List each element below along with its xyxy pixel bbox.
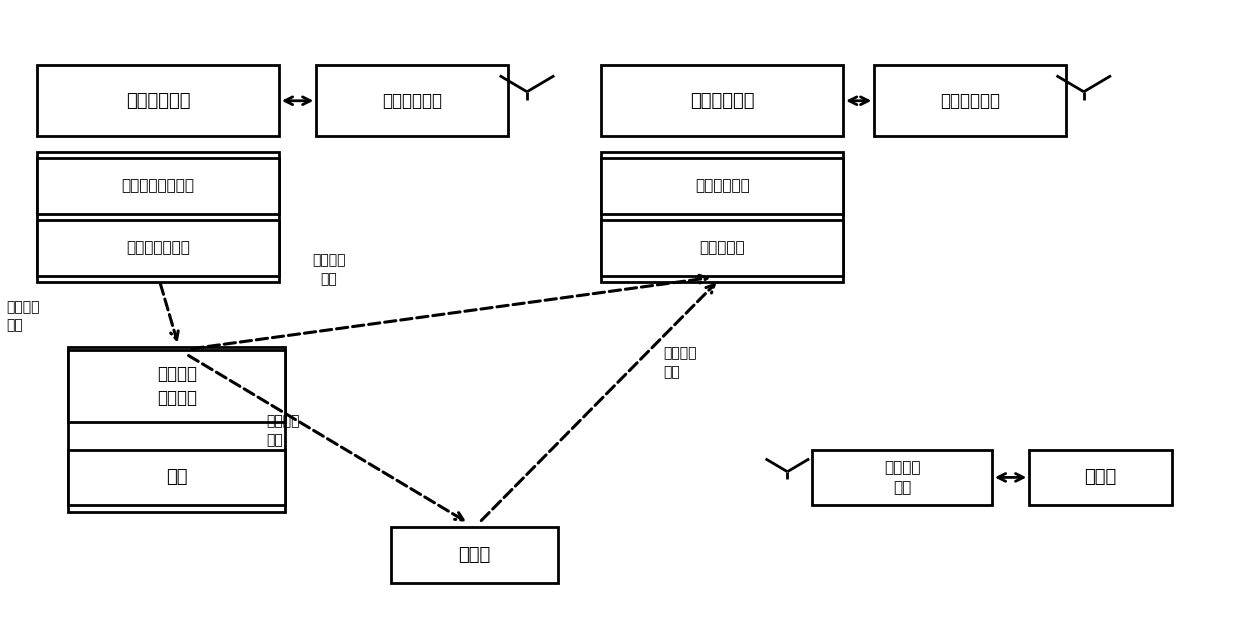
Text: 控制台: 控制台	[1084, 468, 1117, 487]
Text: 激光导引吊舱: 激光导引吊舱	[694, 179, 750, 193]
Bar	[68, 350, 285, 422]
Bar	[601, 65, 843, 136]
Text: 激光回波
光路: 激光回波 光路	[311, 254, 346, 286]
Bar	[601, 152, 843, 282]
Bar	[37, 158, 279, 214]
Bar	[391, 527, 558, 583]
Text: 第一飞行装置: 第一飞行装置	[125, 92, 191, 110]
Bar	[37, 65, 279, 136]
Bar	[316, 65, 508, 136]
Text: 假目标: 假目标	[458, 546, 491, 564]
Bar	[1029, 450, 1172, 505]
Text: 通讯链路
单元: 通讯链路 单元	[884, 460, 920, 495]
Text: 通讯链路单元: 通讯链路单元	[940, 92, 1001, 110]
Bar	[37, 152, 279, 282]
Bar	[68, 450, 285, 505]
Bar	[37, 220, 279, 276]
Text: 第二飞行装置: 第二飞行装置	[689, 92, 755, 110]
Text: 激光导引头: 激光导引头	[699, 241, 745, 255]
Bar	[601, 158, 843, 214]
Text: 千扰激光
光路: 千扰激光 光路	[267, 415, 300, 447]
Text: 通讯链路单元: 通讯链路单元	[382, 92, 443, 110]
Text: 目标: 目标	[166, 468, 187, 487]
Text: 激光目标指示吊舱: 激光目标指示吊舱	[122, 179, 195, 193]
Text: 激光指示
光路: 激光指示 光路	[6, 300, 40, 332]
Text: 千扰激光
回波: 千扰激光 回波	[663, 347, 697, 379]
Text: 激光诱骗
干扰设备: 激光诱骗 干扰设备	[156, 365, 197, 407]
Bar	[874, 65, 1066, 136]
Bar	[812, 450, 992, 505]
Text: 激光目标指示器: 激光目标指示器	[126, 241, 190, 255]
Bar	[68, 347, 285, 512]
Bar	[601, 220, 843, 276]
